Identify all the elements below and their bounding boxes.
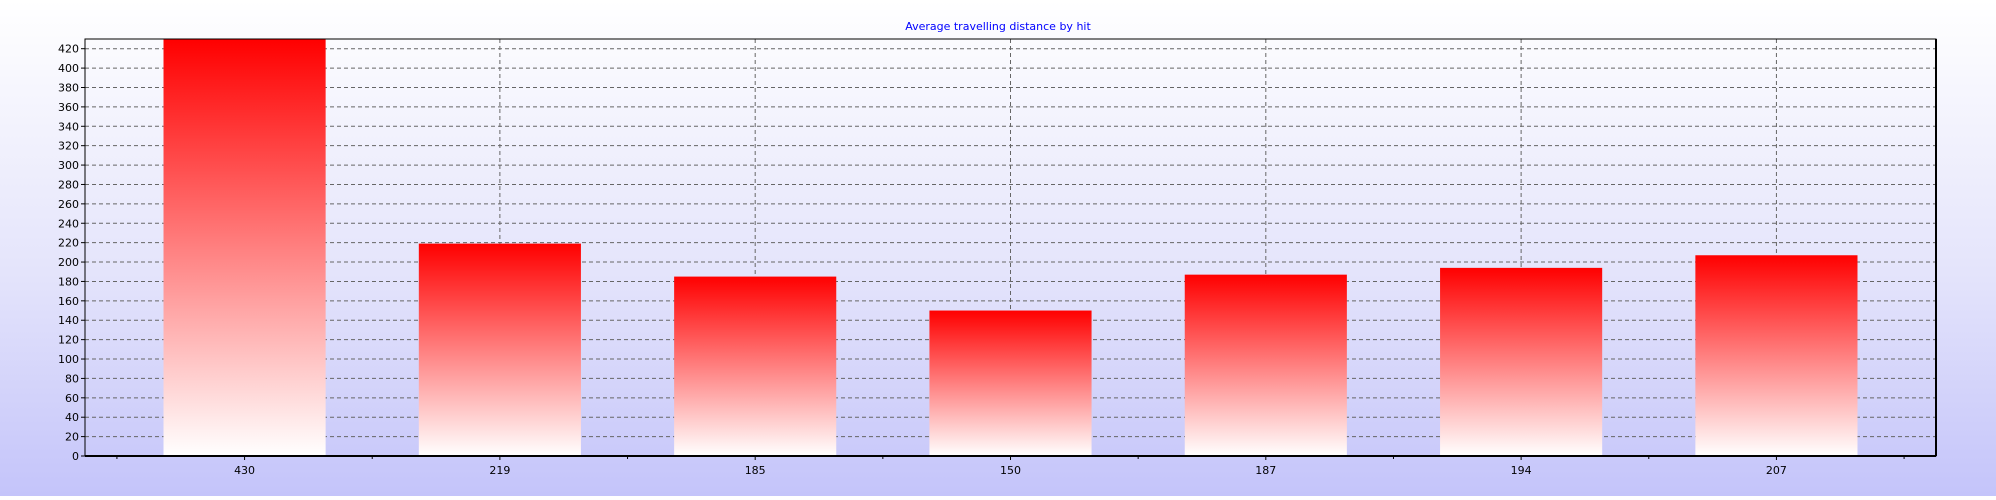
- y-tick-label: 80: [65, 372, 79, 385]
- y-tick-label: 300: [58, 159, 79, 172]
- y-tick-label: 340: [58, 120, 79, 133]
- y-tick-label: 400: [58, 62, 79, 75]
- x-tick-label: 185: [745, 464, 766, 477]
- bar-207: [1695, 255, 1858, 456]
- bar-150: [929, 310, 1092, 456]
- bar-187: [1184, 274, 1347, 456]
- y-tick-label: 40: [65, 411, 79, 424]
- x-axis-ticks: 430 219 185 150 187 194 207: [116, 456, 1905, 477]
- y-tick-label: 360: [58, 101, 79, 114]
- y-tick-label: 140: [58, 314, 79, 327]
- y-tick-label: 60: [65, 392, 79, 405]
- bar-219: [418, 243, 581, 456]
- y-tick-label: 280: [58, 178, 79, 191]
- y-tick-label: 320: [58, 140, 79, 153]
- x-tick-label: 187: [1255, 464, 1276, 477]
- y-tick-label: 0: [72, 450, 79, 463]
- chart-title: Average travelling distance by hit: [905, 20, 1091, 33]
- y-tick-label: 20: [65, 431, 79, 444]
- y-tick-label: 260: [58, 198, 79, 211]
- bar-430: [163, 39, 326, 456]
- bars: [163, 39, 1858, 456]
- y-tick-label: 220: [58, 237, 79, 250]
- y-tick-label: 100: [58, 353, 79, 366]
- y-tick-label: 200: [58, 256, 79, 269]
- x-tick-label: 194: [1511, 464, 1532, 477]
- x-tick-label: 150: [1000, 464, 1021, 477]
- y-axis-ticks: 0 20 40 60 80 100 120 140 160 180 200 220 240 260 280 3…: [58, 43, 85, 463]
- y-tick-label: 180: [58, 275, 79, 288]
- y-tick-label: 160: [58, 295, 79, 308]
- y-tick-label: 240: [58, 217, 79, 230]
- x-tick-label: 430: [234, 464, 255, 477]
- x-tick-label: 207: [1766, 464, 1787, 477]
- x-tick-label: 219: [489, 464, 510, 477]
- bar-185: [674, 276, 837, 456]
- y-tick-label: 420: [58, 43, 79, 56]
- y-tick-label: 380: [58, 81, 79, 94]
- y-tick-label: 120: [58, 334, 79, 347]
- grid-lines: [85, 39, 1936, 456]
- bar-194: [1440, 267, 1603, 456]
